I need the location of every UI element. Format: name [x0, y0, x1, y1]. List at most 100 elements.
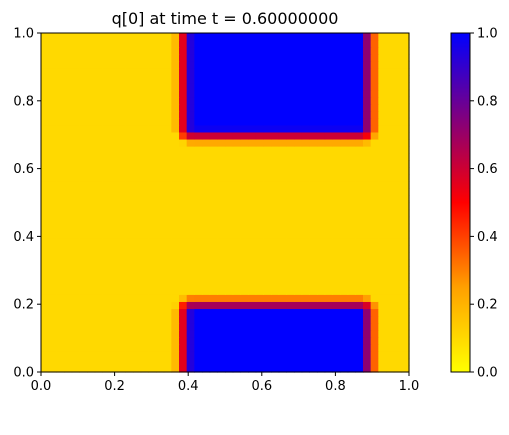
- heatmap-cell: [110, 33, 119, 41]
- heatmap-cell: [248, 188, 257, 197]
- heatmap-cell: [378, 153, 387, 161]
- heatmap-cell: [194, 336, 203, 345]
- heatmap-cell: [202, 153, 211, 161]
- heatmap-cell: [309, 251, 318, 260]
- heatmap-cell: [110, 315, 119, 324]
- heatmap-cell: [186, 131, 195, 140]
- heatmap-cell: [171, 153, 180, 161]
- heatmap-cell: [309, 103, 318, 112]
- heatmap-cell: [87, 223, 96, 232]
- heatmap-cell: [248, 131, 257, 140]
- heatmap-cell: [140, 146, 149, 154]
- heatmap-cell: [271, 266, 280, 274]
- heatmap-cell: [232, 160, 241, 168]
- heatmap-cell: [386, 167, 395, 175]
- heatmap-cell: [255, 273, 264, 281]
- heatmap-cell: [171, 160, 180, 168]
- heatmap-cell: [378, 103, 387, 112]
- heatmap-cell: [370, 188, 379, 197]
- heatmap-cell: [393, 266, 402, 274]
- heatmap-cell: [347, 68, 356, 76]
- heatmap-cell: [271, 82, 280, 91]
- heatmap-cell: [171, 322, 180, 331]
- heatmap-cell: [317, 138, 326, 147]
- heatmap-cell: [194, 329, 203, 338]
- heatmap-cell: [317, 117, 326, 126]
- heatmap-cell: [240, 75, 249, 84]
- heatmap-cell: [294, 160, 303, 168]
- heatmap-cell: [102, 223, 111, 232]
- heatmap-cell: [41, 96, 50, 105]
- heatmap-cell: [240, 273, 249, 281]
- heatmap-cell: [171, 280, 180, 288]
- heatmap-cell: [87, 82, 96, 91]
- heatmap-cell: [309, 230, 318, 239]
- heatmap-cell: [140, 350, 149, 359]
- heatmap-cell: [248, 244, 257, 253]
- heatmap-cell: [87, 280, 96, 288]
- heatmap-cell: [332, 364, 341, 373]
- heatmap-cell: [140, 131, 149, 140]
- heatmap-cell: [301, 315, 310, 324]
- heatmap-cell: [363, 174, 372, 182]
- heatmap-cell: [324, 61, 333, 69]
- y-tick-label: 0.8: [13, 94, 34, 109]
- heatmap-cell: [194, 343, 203, 352]
- heatmap-cell: [102, 202, 111, 211]
- heatmap-cell: [56, 33, 65, 41]
- heatmap-cell: [240, 280, 249, 288]
- heatmap-cell: [240, 251, 249, 260]
- heatmap-cell: [133, 273, 142, 281]
- heatmap-cell: [355, 230, 364, 239]
- heatmap-cell: [79, 54, 88, 62]
- heatmap-cell: [370, 40, 379, 48]
- heatmap-cell: [117, 181, 126, 189]
- heatmap-cell: [355, 89, 364, 98]
- heatmap-cell: [117, 40, 126, 48]
- heatmap-cell: [56, 230, 65, 239]
- heatmap-cell: [271, 47, 280, 55]
- heatmap-cell: [355, 202, 364, 211]
- heatmap-cell: [102, 188, 111, 197]
- heatmap-cell: [324, 244, 333, 253]
- heatmap-cell: [156, 322, 165, 331]
- heatmap-cell: [263, 308, 272, 317]
- heatmap-cell: [248, 68, 257, 76]
- heatmap-cell: [79, 301, 88, 310]
- heatmap-cell: [225, 287, 234, 295]
- heatmap-cell: [248, 223, 257, 232]
- heatmap-cell: [386, 75, 395, 84]
- heatmap-cell: [87, 230, 96, 239]
- heatmap-cell: [202, 47, 211, 55]
- heatmap-cell: [125, 96, 134, 105]
- heatmap-cell: [171, 294, 180, 302]
- heatmap-cell: [271, 364, 280, 373]
- heatmap-cell: [278, 33, 287, 41]
- heatmap-cell: [202, 96, 211, 105]
- heatmap-cell: [286, 259, 295, 267]
- heatmap-cell: [140, 138, 149, 147]
- heatmap-cell: [232, 54, 241, 62]
- heatmap-cell: [309, 322, 318, 331]
- heatmap-cell: [401, 153, 410, 161]
- heatmap-cell: [217, 181, 226, 189]
- heatmap-cell: [286, 280, 295, 288]
- heatmap-cell: [133, 96, 142, 105]
- heatmap-cell: [271, 244, 280, 253]
- heatmap-cell: [186, 96, 195, 105]
- heatmap-cell: [301, 61, 310, 69]
- heatmap-cell: [171, 202, 180, 211]
- heatmap-cell: [87, 216, 96, 225]
- heatmap-cell: [209, 110, 218, 119]
- heatmap-cell: [309, 237, 318, 246]
- heatmap-cell: [317, 259, 326, 267]
- heatmap-cell: [286, 350, 295, 359]
- heatmap-cell: [56, 117, 65, 126]
- heatmap-cell: [179, 259, 188, 267]
- heatmap-cell: [324, 96, 333, 105]
- heatmap-cell: [347, 110, 356, 119]
- heatmap-cell: [110, 138, 119, 147]
- heatmap-cell: [64, 89, 73, 98]
- heatmap-cell: [340, 181, 349, 189]
- heatmap-cell: [102, 160, 111, 168]
